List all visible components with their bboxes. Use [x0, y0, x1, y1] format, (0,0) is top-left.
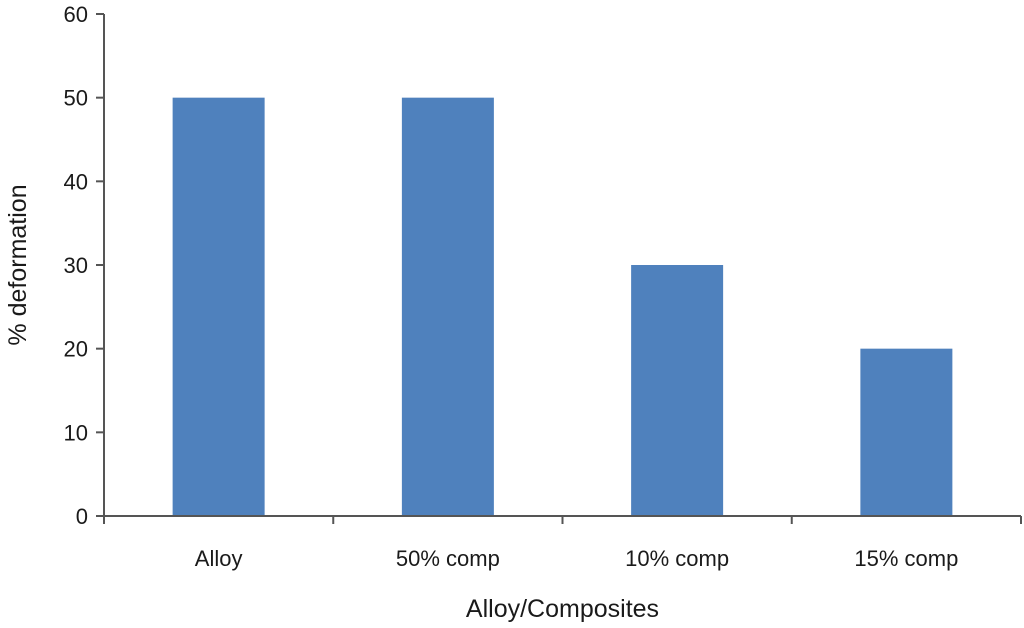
y-axis-title: % deformation: [4, 184, 32, 345]
x-axis-ticks: Alloy 50% comp 10% comp 15% comp: [103, 516, 1022, 571]
y-tick-label: 40: [64, 169, 88, 194]
x-category-label: 10% comp: [625, 546, 729, 571]
y-tick-label: 0: [76, 504, 88, 529]
bar: [631, 265, 724, 516]
x-category-label: Alloy: [195, 546, 243, 571]
y-tick-label: 50: [64, 86, 88, 111]
x-axis-title: Alloy/Composites: [466, 595, 659, 623]
x-category-label: 50% comp: [396, 546, 500, 571]
y-tick-label: 10: [64, 420, 88, 445]
bars-group: [172, 97, 953, 517]
y-tick-label: 20: [64, 337, 88, 362]
bar: [401, 97, 494, 517]
y-tick-label: 60: [64, 2, 88, 27]
y-tick-label: 30: [64, 253, 88, 278]
x-category-label: 15% comp: [854, 546, 958, 571]
y-axis-ticks: 0 10 20 30 40 50 60: [64, 2, 104, 529]
bar: [172, 97, 265, 517]
bar: [860, 348, 953, 516]
